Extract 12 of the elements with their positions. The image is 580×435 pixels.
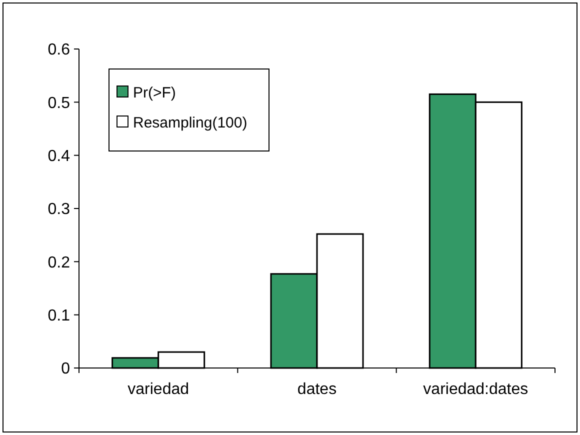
x-tick-label: dates (297, 381, 337, 398)
y-tick-label: 0.6 (48, 42, 70, 59)
y-tick-label: 0.2 (48, 254, 70, 272)
y-tick-label: 0 (61, 360, 70, 378)
y-tick-label: 0.4 (48, 148, 70, 165)
x-tick-label: variedad:dates (423, 381, 528, 398)
y-tick-label: 0.1 (48, 307, 70, 324)
x-tick-label: variedad (128, 381, 190, 398)
legend-label: Pr(>F) (133, 84, 176, 102)
y-tick-label: 0.3 (48, 201, 70, 218)
legend-label: Resampling(100) (133, 114, 248, 132)
y-tick-label: 0.5 (48, 94, 70, 112)
